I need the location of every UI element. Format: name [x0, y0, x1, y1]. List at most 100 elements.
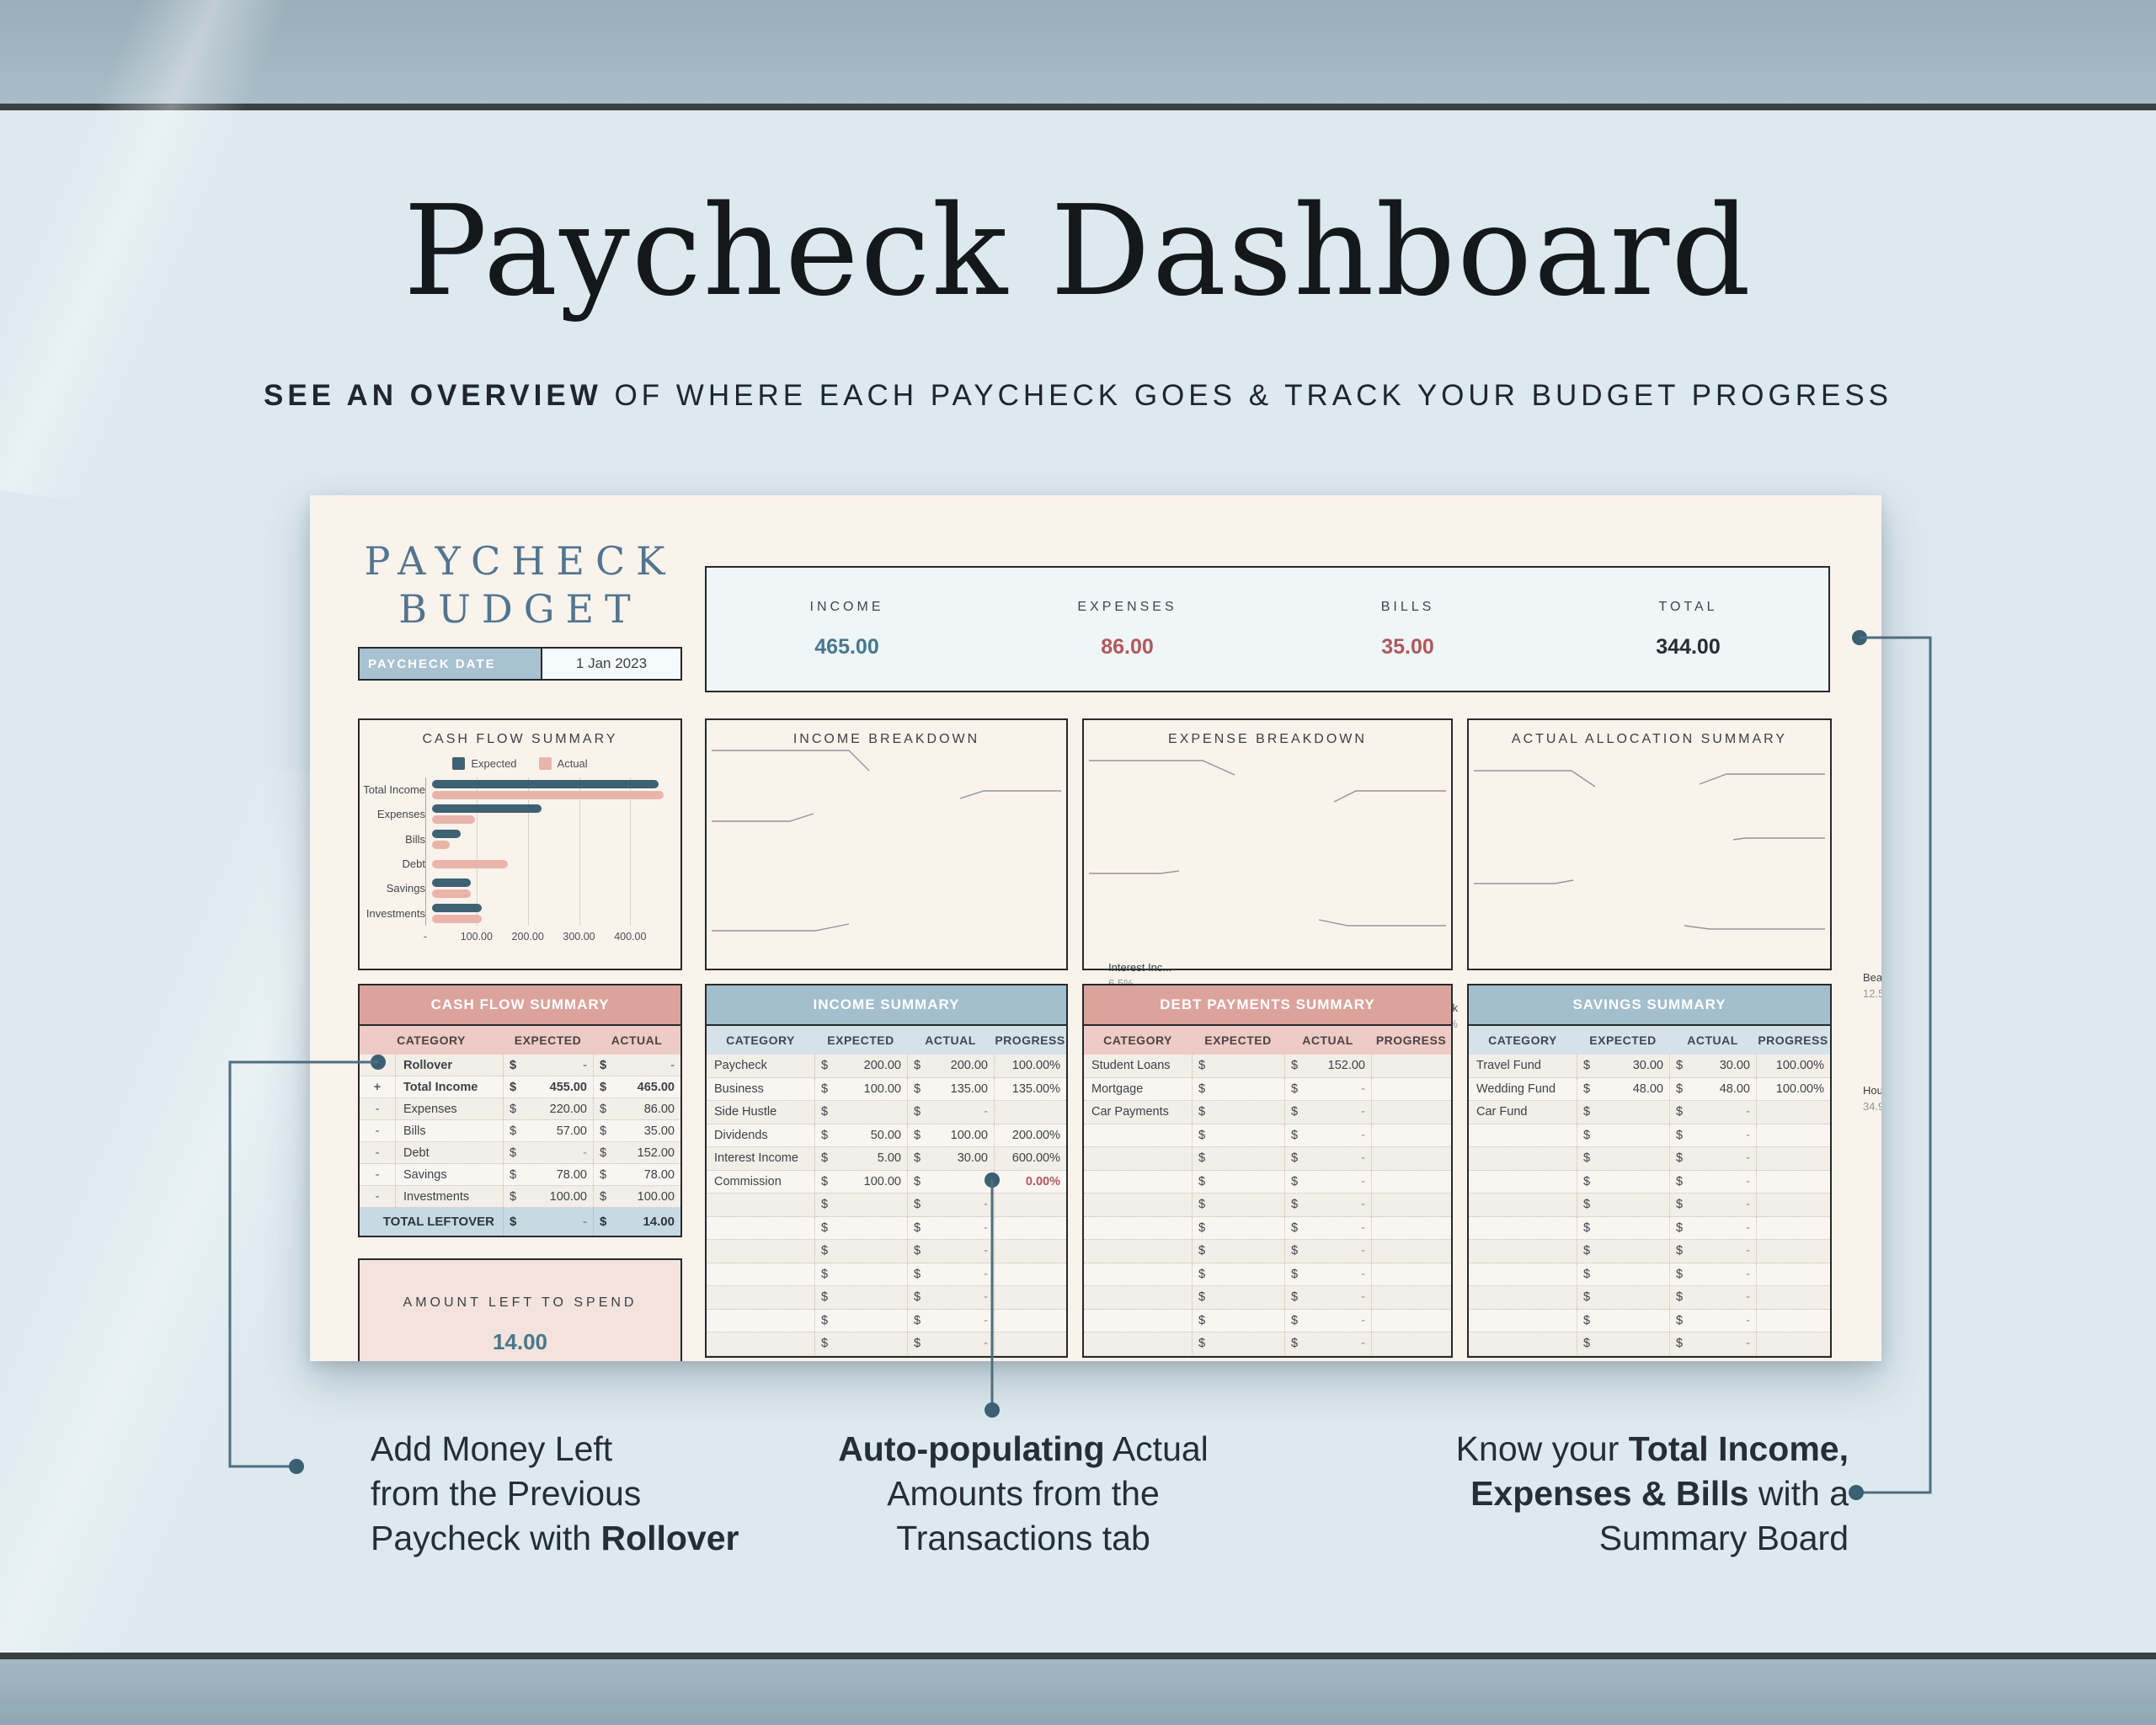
table-row[interactable]: $ $ -	[1469, 1309, 1830, 1332]
money-cell[interactable]: $152.00	[593, 1142, 680, 1163]
money-cell[interactable]: $	[1192, 1263, 1284, 1285]
money-cell[interactable]: $455.00	[503, 1076, 593, 1097]
money-cell[interactable]: $ -	[907, 1216, 994, 1239]
category-cell[interactable]	[1469, 1124, 1577, 1147]
category-cell[interactable]	[1084, 1286, 1192, 1309]
money-cell[interactable]: $78.00	[503, 1164, 593, 1185]
money-cell[interactable]: $	[814, 1332, 907, 1355]
progress-cell[interactable]	[994, 1240, 1066, 1263]
progress-cell[interactable]	[1756, 1101, 1830, 1124]
category-cell[interactable]	[1469, 1332, 1577, 1355]
table-row[interactable]: Dividends $50.00 $100.00 200.00%	[707, 1124, 1066, 1147]
money-cell[interactable]: $50.00	[814, 1124, 907, 1146]
category-cell[interactable]	[1084, 1171, 1192, 1194]
money-cell[interactable]: $	[1577, 1147, 1669, 1170]
money-cell[interactable]: $30.00	[1577, 1055, 1669, 1077]
table-row[interactable]: $ $ -	[1084, 1332, 1451, 1356]
money-cell[interactable]: $ -	[1669, 1263, 1756, 1285]
progress-cell[interactable]: 200.00%	[994, 1124, 1066, 1146]
progress-cell[interactable]	[1371, 1147, 1451, 1170]
table-row[interactable]: Rollover $ - $ -	[360, 1055, 680, 1076]
progress-cell[interactable]: 100.00%	[1756, 1055, 1830, 1077]
table-row[interactable]: Car Payments $ $ -	[1084, 1101, 1451, 1124]
money-cell[interactable]: $	[814, 1216, 907, 1239]
progress-cell[interactable]	[1371, 1263, 1451, 1285]
money-cell[interactable]: $ -	[1669, 1170, 1756, 1193]
progress-cell[interactable]: 100.00%	[1756, 1077, 1830, 1100]
category-cell[interactable]	[1084, 1147, 1192, 1170]
category-cell[interactable]: Mortgage	[1091, 1081, 1144, 1096]
table-row[interactable]: Mortgage $ $ -	[1084, 1077, 1451, 1101]
money-cell[interactable]: $	[1577, 1101, 1669, 1124]
money-cell[interactable]: $ -	[1284, 1216, 1371, 1239]
money-cell[interactable]: $	[1577, 1124, 1669, 1146]
table-row[interactable]: + Total Income $455.00 $465.00	[360, 1076, 680, 1098]
progress-cell[interactable]	[1756, 1216, 1830, 1239]
money-cell[interactable]: $57.00	[503, 1120, 593, 1141]
money-cell[interactable]: $	[1192, 1332, 1284, 1355]
progress-cell[interactable]	[994, 1101, 1066, 1124]
money-cell[interactable]: $135.00	[907, 1077, 994, 1100]
money-cell[interactable]: $	[814, 1240, 907, 1263]
progress-cell[interactable]	[1756, 1194, 1830, 1216]
money-cell[interactable]: $	[1577, 1332, 1669, 1355]
money-cell[interactable]: $ -	[1284, 1309, 1371, 1332]
category-cell[interactable]: Business	[714, 1081, 764, 1096]
table-row[interactable]: Side Hustle $ $ -	[707, 1101, 1066, 1124]
money-cell[interactable]: $ -	[907, 1240, 994, 1263]
money-cell[interactable]: $ -	[1669, 1309, 1756, 1332]
money-cell[interactable]: $	[1577, 1240, 1669, 1263]
table-row[interactable]: $ $ -	[1084, 1240, 1451, 1263]
category-cell[interactable]: Side Hustle	[714, 1105, 777, 1119]
money-cell[interactable]: $	[1192, 1286, 1284, 1309]
table-row[interactable]: $ $ -	[1469, 1286, 1830, 1310]
table-row[interactable]: $ $ -	[1084, 1194, 1451, 1217]
table-row[interactable]: Wedding Fund $48.00 $48.00 100.00%	[1469, 1077, 1830, 1101]
money-cell[interactable]: $ -	[1284, 1332, 1371, 1355]
table-row[interactable]: - Expenses $220.00 $86.00	[360, 1098, 680, 1120]
money-cell[interactable]: $152.00	[1284, 1055, 1371, 1077]
progress-cell[interactable]	[1371, 1309, 1451, 1332]
category-cell[interactable]: Car Payments	[1091, 1105, 1169, 1119]
money-cell[interactable]: $	[1577, 1170, 1669, 1193]
money-cell[interactable]: $	[1192, 1101, 1284, 1124]
category-cell[interactable]	[1084, 1194, 1192, 1216]
category-cell[interactable]: Travel Fund	[1476, 1059, 1541, 1073]
category-cell[interactable]	[1469, 1240, 1577, 1263]
progress-cell[interactable]	[1371, 1055, 1451, 1077]
table-row[interactable]: $ $ -	[1469, 1170, 1830, 1194]
progress-cell[interactable]	[1756, 1309, 1830, 1332]
progress-cell[interactable]	[1756, 1263, 1830, 1285]
table-row[interactable]: $ $ -	[1084, 1309, 1451, 1332]
progress-cell[interactable]	[1371, 1170, 1451, 1193]
money-cell[interactable]: $	[1192, 1077, 1284, 1100]
progress-cell[interactable]	[1371, 1124, 1451, 1146]
money-cell[interactable]: $ -	[1284, 1170, 1371, 1193]
category-cell[interactable]: Student Loans	[1091, 1059, 1171, 1073]
progress-cell[interactable]	[994, 1332, 1066, 1355]
progress-cell[interactable]	[1756, 1240, 1830, 1263]
progress-cell[interactable]: 100.00%	[994, 1055, 1066, 1077]
money-cell[interactable]: $48.00	[1577, 1077, 1669, 1100]
money-cell[interactable]: $220.00	[503, 1098, 593, 1119]
money-cell[interactable]: $	[1192, 1147, 1284, 1170]
money-cell[interactable]: $ -	[503, 1055, 593, 1076]
category-cell[interactable]	[1084, 1124, 1192, 1147]
money-cell[interactable]: $	[814, 1309, 907, 1332]
table-row[interactable]: $ $ -	[1469, 1216, 1830, 1240]
money-cell[interactable]: $200.00	[907, 1055, 994, 1077]
money-cell[interactable]: $ -	[1669, 1216, 1756, 1239]
money-cell[interactable]: $	[1192, 1309, 1284, 1332]
money-cell[interactable]: $	[1192, 1170, 1284, 1193]
table-row[interactable]: Paycheck $200.00 $200.00 100.00%	[707, 1055, 1066, 1078]
category-cell[interactable]: Expenses	[395, 1098, 503, 1119]
money-cell[interactable]: $ -	[907, 1332, 994, 1355]
progress-cell[interactable]	[1756, 1124, 1830, 1146]
money-cell[interactable]: $	[1577, 1216, 1669, 1239]
table-row[interactable]: Business $100.00 $135.00 135.00%	[707, 1077, 1066, 1101]
money-cell[interactable]: $ -	[503, 1208, 593, 1236]
table-row[interactable]: $ $ -	[707, 1309, 1066, 1332]
category-cell[interactable]	[1084, 1240, 1192, 1263]
category-cell[interactable]	[1469, 1194, 1577, 1216]
money-cell[interactable]: $ -	[907, 1194, 994, 1216]
